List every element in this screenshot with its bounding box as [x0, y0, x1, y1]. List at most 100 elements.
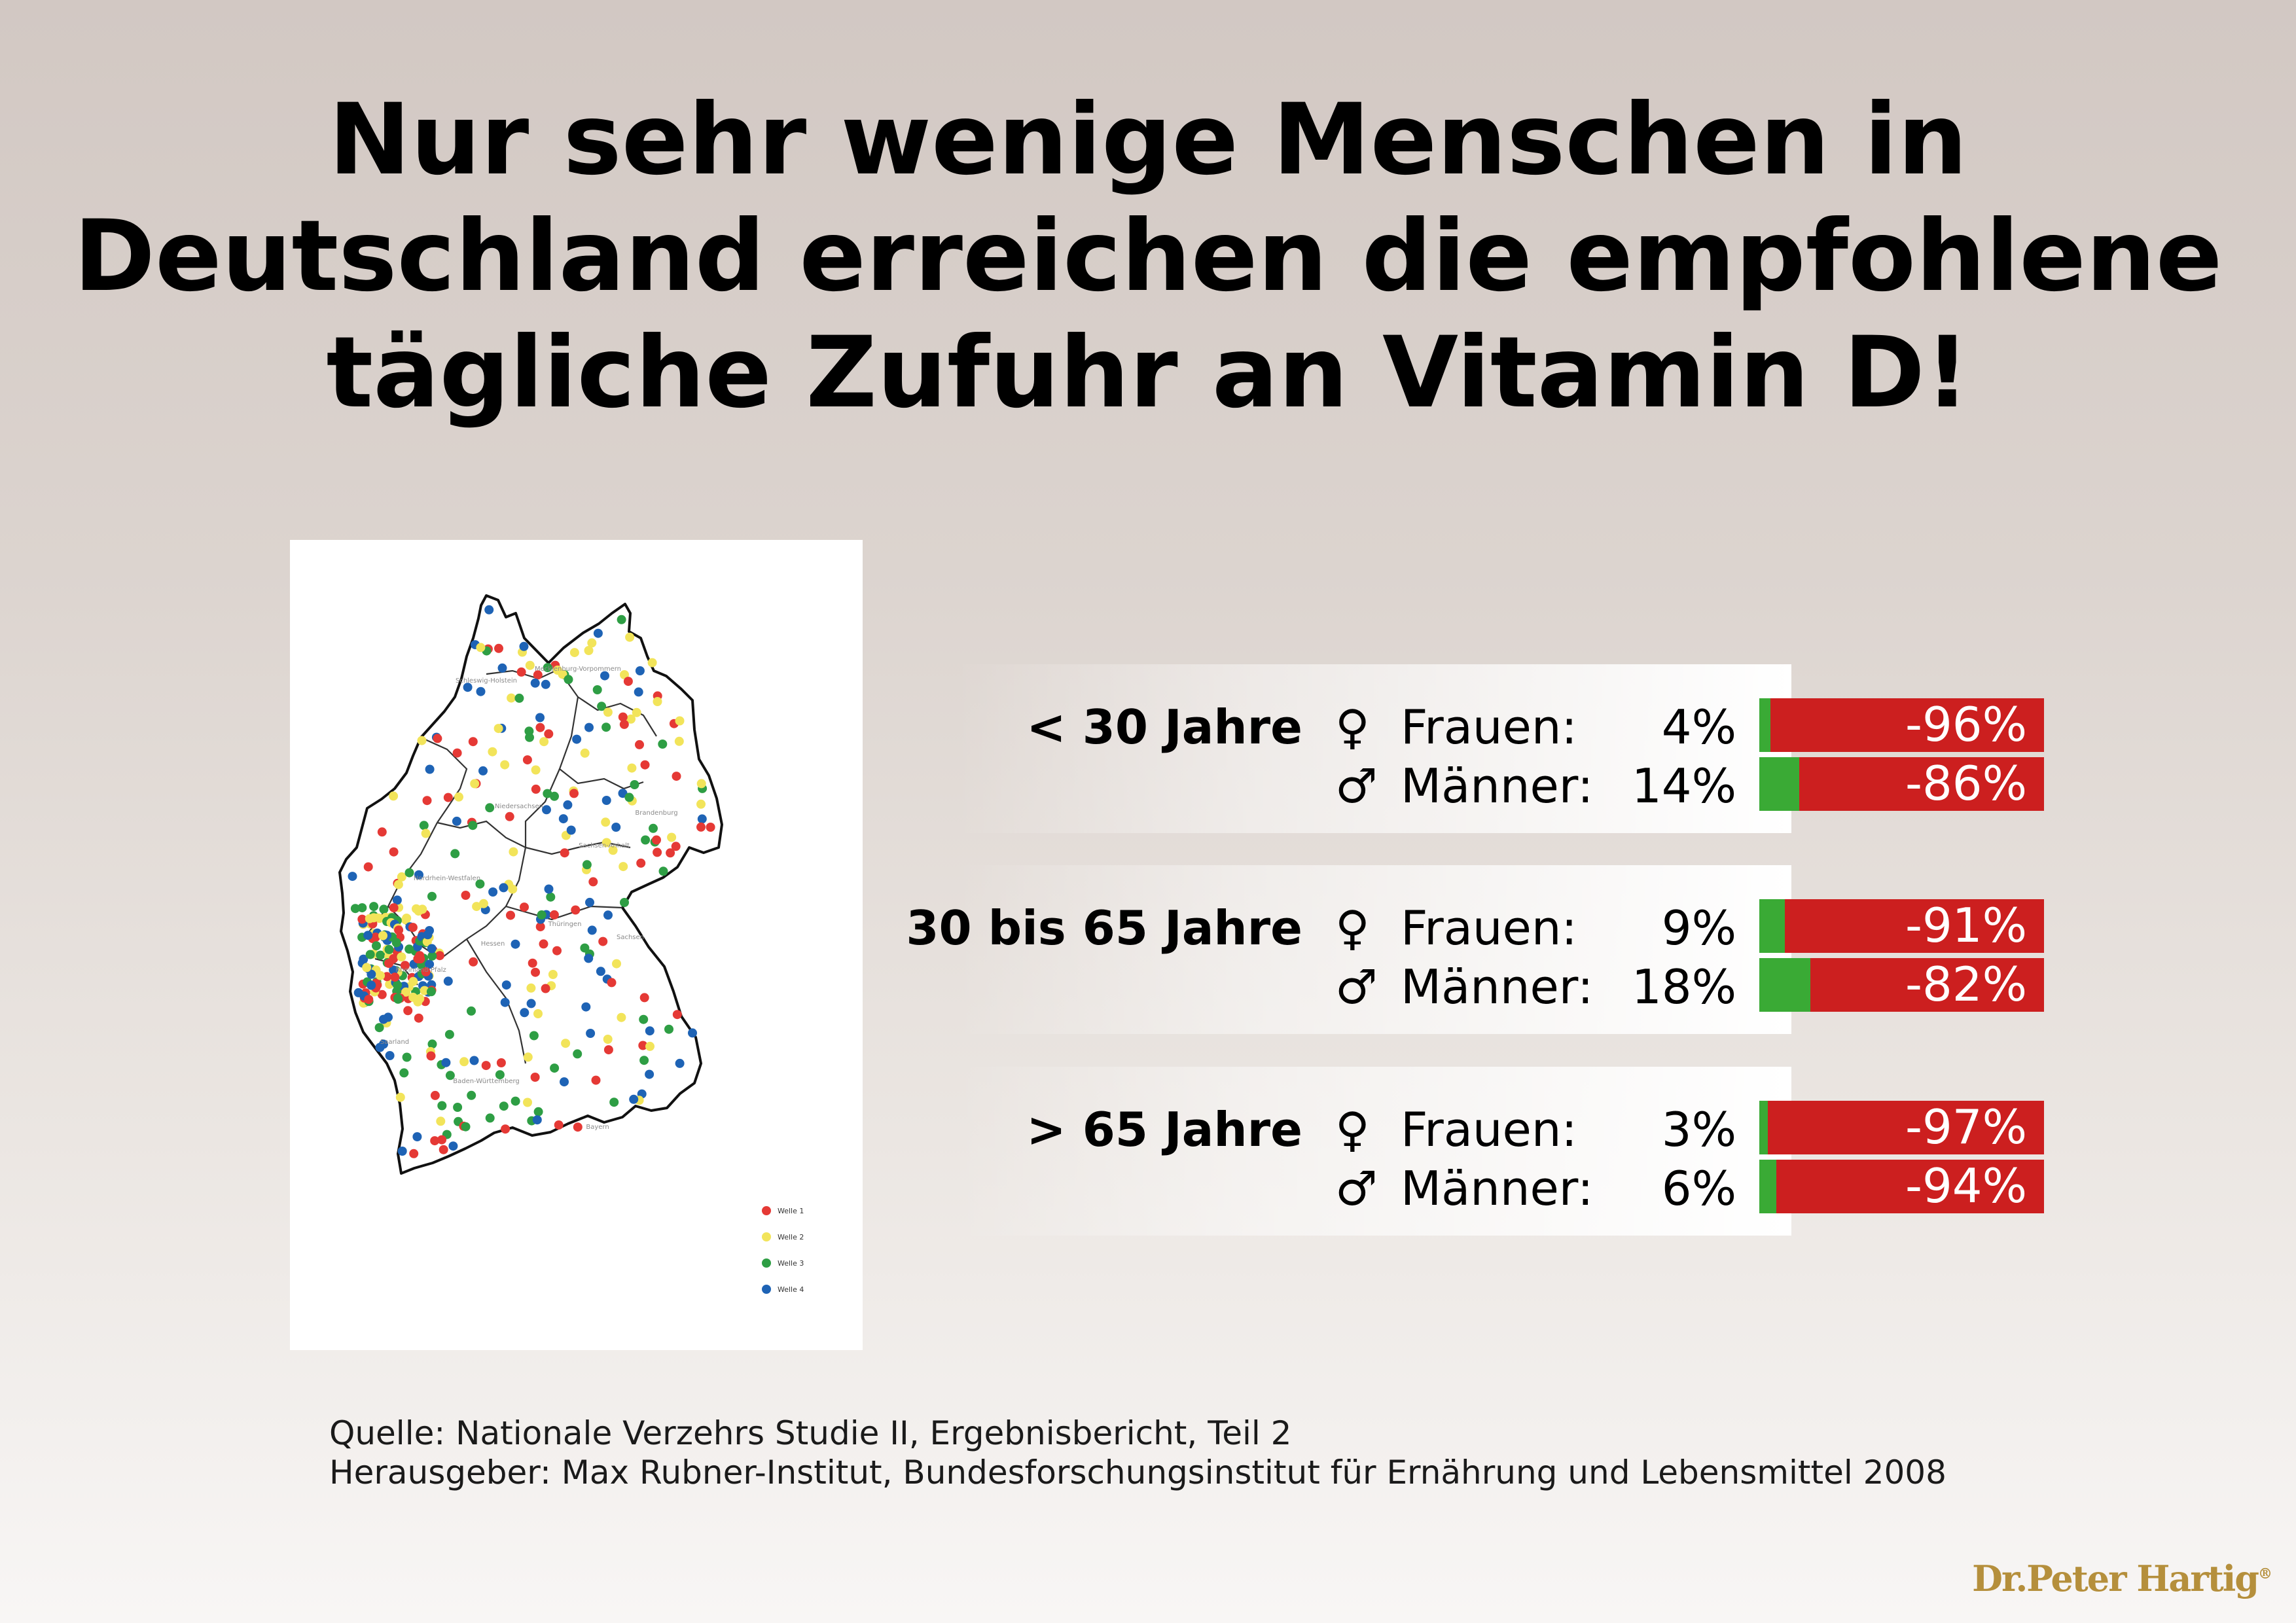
survey-point: [552, 946, 562, 955]
survey-point: [376, 950, 386, 960]
survey-point: [558, 814, 568, 824]
survey-point: [365, 914, 374, 923]
title-line-2: Deutschland erreichen die empfohlene: [73, 200, 2223, 313]
age-group-label: < 30 Jahre: [1026, 700, 1302, 755]
survey-point: [452, 816, 461, 826]
female-icon: ♀: [1335, 1102, 1370, 1157]
survey-point: [625, 632, 635, 642]
survey-point: [632, 707, 641, 717]
survey-point: [645, 1069, 655, 1079]
sex-label: Frauen:: [1401, 1102, 1577, 1157]
survey-point: [389, 791, 399, 801]
title-line-1: Nur sehr wenige Menschen in: [328, 83, 1968, 197]
survey-point: [401, 987, 411, 997]
survey-point: [563, 800, 573, 810]
survey-point: [531, 765, 541, 775]
survey-point: [600, 671, 609, 681]
survey-point: [672, 772, 681, 781]
reached-segment: [1759, 757, 1799, 811]
survey-point: [494, 643, 503, 653]
survey-point: [641, 835, 651, 845]
region-labels: Schleswig-Holstein Mecklenburg-Vorpommern…: [380, 666, 678, 1131]
survey-point: [463, 683, 473, 692]
survey-point: [426, 987, 436, 997]
survey-point: [653, 847, 662, 857]
region-label: Rheinland-Pfalz: [395, 967, 446, 974]
survey-point: [543, 663, 552, 673]
intake-bar: -96%: [1759, 697, 2044, 752]
male-icon: ♂: [1335, 959, 1378, 1014]
group-background: [956, 865, 1791, 1034]
survey-point: [415, 951, 425, 961]
survey-point: [620, 670, 629, 679]
survey-point: [619, 719, 629, 729]
survey-point: [675, 716, 685, 726]
germany-map-figure: Schleswig-Holstein Mecklenburg-Vorpommern…: [290, 540, 863, 1350]
survey-point: [417, 736, 427, 745]
survey-point: [476, 643, 486, 652]
survey-point: [635, 740, 644, 749]
survey-point: [445, 1071, 455, 1080]
survey-point: [586, 1029, 596, 1038]
shortfall-label: -82%: [1905, 957, 2027, 1012]
survey-point: [427, 944, 437, 954]
survey-point: [533, 670, 543, 680]
survey-point: [531, 784, 541, 794]
survey-point: [495, 1070, 505, 1080]
survey-point: [526, 999, 536, 1008]
sex-label: Männer:: [1401, 959, 1594, 1014]
survey-point: [658, 866, 668, 876]
survey-point: [363, 862, 373, 872]
survey-point: [520, 1008, 529, 1018]
survey-point: [525, 732, 534, 742]
survey-point: [541, 984, 550, 993]
survey-point: [450, 849, 460, 859]
survey-point: [554, 1120, 564, 1130]
legend-label: Welle 4: [778, 1285, 804, 1294]
survey-point: [706, 823, 715, 832]
survey-point: [469, 957, 478, 967]
region-label: Niedersachsen: [495, 803, 543, 810]
survey-point: [584, 722, 594, 732]
survey-point: [601, 817, 611, 827]
survey-point: [560, 1077, 569, 1087]
survey-point: [453, 1103, 463, 1112]
survey-point: [635, 666, 645, 675]
map-legend: Welle 1 Welle 2 Welle 3 Welle 4: [762, 1206, 804, 1294]
survey-point: [520, 902, 529, 912]
survey-point: [639, 1056, 649, 1065]
reached-segment: [1759, 899, 1785, 953]
survey-point: [535, 722, 545, 732]
survey-point: [402, 1052, 412, 1062]
survey-point: [448, 1141, 458, 1151]
survey-point: [596, 967, 605, 976]
survey-point: [443, 793, 453, 802]
survey-point: [379, 904, 389, 914]
region-label: Thüringen: [548, 921, 582, 928]
survey-point: [548, 970, 558, 979]
intake-bar: -94%: [1759, 1158, 2044, 1213]
reached-segment: [1759, 1160, 1777, 1213]
intake-bar: -82%: [1759, 957, 2044, 1012]
legend-swatch: [762, 1258, 771, 1268]
sex-label: Männer:: [1401, 758, 1594, 813]
survey-point: [588, 877, 598, 887]
reached-segment: [1759, 1101, 1768, 1154]
survey-point: [467, 1090, 476, 1100]
survey-point: [533, 1009, 543, 1018]
survey-point: [530, 678, 540, 688]
group-background: [956, 664, 1791, 833]
survey-point: [571, 905, 581, 915]
survey-point: [603, 707, 613, 717]
survey-point: [511, 1096, 520, 1106]
brand-name: Dr.Peter Hartig: [1972, 1558, 2259, 1599]
survey-point: [645, 1026, 655, 1036]
survey-point: [506, 910, 515, 920]
survey-point: [397, 952, 406, 962]
sex-label: Frauen:: [1401, 700, 1577, 755]
survey-point: [573, 1122, 583, 1132]
survey-point: [638, 1041, 648, 1050]
survey-point: [639, 993, 649, 1003]
region-label: Baden-Württemberg: [453, 1078, 520, 1085]
legend-label: Welle 3: [778, 1259, 804, 1268]
